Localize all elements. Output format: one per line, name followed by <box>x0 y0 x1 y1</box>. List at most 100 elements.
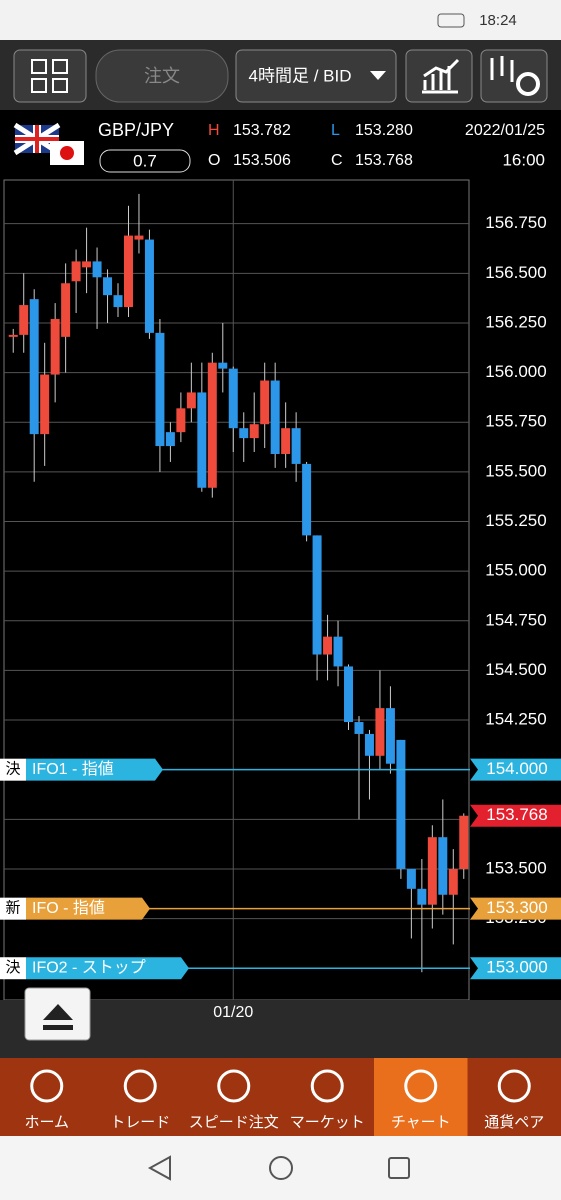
nav-label[interactable]: スピード注文 <box>189 1114 279 1131</box>
date: 2022/01/25 <box>465 122 545 139</box>
order-tag[interactable] <box>26 897 150 920</box>
order-tag[interactable] <box>26 957 189 980</box>
candle-body <box>134 235 144 240</box>
order-button[interactable] <box>95 49 229 103</box>
order-label: IFO2 - ストップ <box>32 958 146 976</box>
candle-body <box>364 733 374 756</box>
candle-body <box>406 868 416 889</box>
settings-button[interactable] <box>480 49 548 103</box>
price-tag <box>470 897 561 920</box>
pair: GBP/JPY <box>98 120 174 140</box>
candle-body <box>144 239 154 333</box>
candle-body <box>375 708 385 756</box>
candle-body <box>186 392 196 409</box>
footer-labels: 01/20 <box>213 1004 253 1021</box>
candle-body <box>427 837 437 905</box>
y-tick-label: 154.500 <box>485 660 546 679</box>
open: 153.506 <box>233 152 291 169</box>
candle-body <box>333 636 343 667</box>
chart-footer <box>0 1000 561 1058</box>
nav-label[interactable]: 通貨ペア <box>484 1114 544 1131</box>
price-tag <box>470 957 561 980</box>
candle-body <box>207 362 217 488</box>
nav-icon <box>497 1069 531 1103</box>
timeframe-label: 4時間足 / BID <box>249 66 352 85</box>
order-tag[interactable] <box>26 758 163 781</box>
candle-body <box>155 332 165 447</box>
nav-icon <box>123 1069 157 1103</box>
price-tag-label: 153.300 <box>486 898 547 917</box>
y-tick-label: 155.750 <box>485 412 546 431</box>
back-button[interactable] <box>147 1155 171 1181</box>
candle-body <box>19 305 29 335</box>
order-prefix-box <box>0 957 26 980</box>
status-bar <box>0 0 561 40</box>
candle-body <box>197 392 207 488</box>
collapse-button[interactable] <box>24 987 91 1041</box>
order-label: 注文 <box>144 66 180 86</box>
candle-body <box>260 380 270 425</box>
close: 153.768 <box>355 152 413 169</box>
nav-label[interactable]: ホーム <box>24 1114 69 1131</box>
low-label: L <box>331 122 340 139</box>
candle-body <box>8 334 18 337</box>
order-prefix: 決 <box>5 761 20 778</box>
open-label: O <box>208 152 220 169</box>
spread: 0.7 <box>133 151 157 170</box>
time: 16:00 <box>502 150 545 169</box>
candle-body <box>165 432 175 447</box>
candle-body <box>312 535 322 655</box>
order-prefix-box <box>0 758 26 781</box>
candle-body <box>249 424 259 439</box>
system-nav <box>0 1136 561 1200</box>
candle-body <box>113 295 123 308</box>
order-prefix: 新 <box>5 900 20 917</box>
price-tag-label: 153.768 <box>486 805 547 824</box>
order-label: IFO1 - 指値 <box>32 760 114 778</box>
candle-body <box>228 368 238 429</box>
candle-body <box>176 408 186 433</box>
candle-body <box>385 708 395 764</box>
info-bar <box>0 110 561 180</box>
price-tag <box>470 804 561 827</box>
candle-body <box>302 463 312 536</box>
nav-icon <box>310 1069 344 1103</box>
indicator-button[interactable] <box>405 49 473 103</box>
candle-body <box>344 666 354 723</box>
y-tick-label: 156.500 <box>485 263 546 282</box>
y-tick-label: 156.250 <box>485 312 546 331</box>
candle-body <box>417 888 427 905</box>
candle-body <box>396 739 406 869</box>
candle-body <box>123 235 133 308</box>
timeframe-select[interactable] <box>235 49 397 103</box>
menu-button[interactable] <box>13 49 87 103</box>
price-tag-label: 153.000 <box>486 958 547 977</box>
candle-body <box>40 374 50 435</box>
plot-area <box>3 179 470 1001</box>
candle-body <box>270 380 280 454</box>
candle-body <box>239 428 249 439</box>
nav-label[interactable]: マーケット <box>290 1114 365 1131</box>
high: 153.782 <box>233 122 291 139</box>
home-button[interactable] <box>269 1156 293 1180</box>
candle-body <box>61 283 71 337</box>
candle-body <box>438 837 448 895</box>
bottom-nav <box>0 1058 561 1136</box>
y-tick-label: 156.750 <box>485 213 546 232</box>
high-label: H <box>208 122 220 139</box>
candle-body <box>71 261 81 282</box>
y-tick-label: 154.750 <box>485 610 546 629</box>
y-tick-label: 156.000 <box>485 362 546 381</box>
candle-body <box>291 428 301 464</box>
price-tag-label: 154.000 <box>486 759 547 778</box>
nav-label[interactable]: トレード <box>110 1114 170 1131</box>
price-tag <box>470 758 561 781</box>
nav-label[interactable]: チャート <box>391 1114 451 1131</box>
chart: 153.250153.500153.750154.000154.250154.5… <box>0 179 561 1001</box>
recents-button[interactable] <box>388 1157 410 1179</box>
flag-jp <box>50 141 84 165</box>
nav-items: ホーム トレード スピード注文 マーケット チャート 通貨ペア <box>24 1058 544 1136</box>
candle-body <box>50 318 60 375</box>
